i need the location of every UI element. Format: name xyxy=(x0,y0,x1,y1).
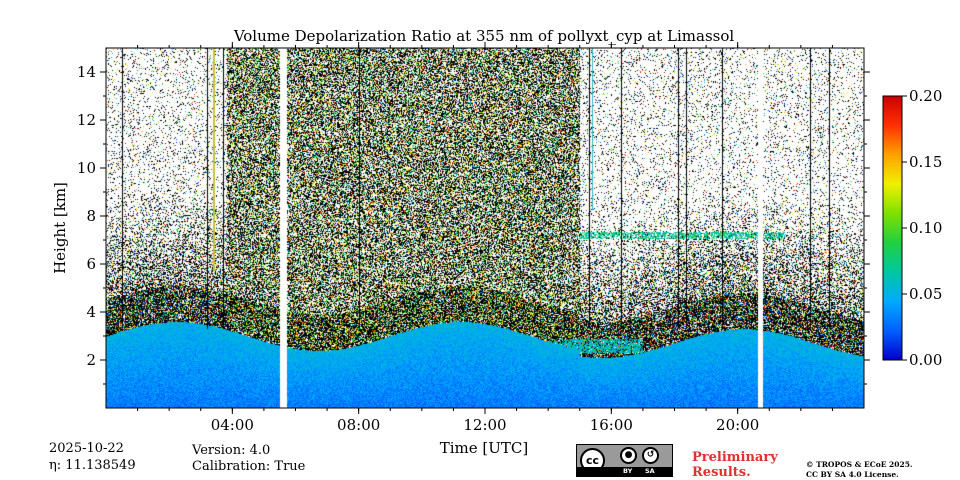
x-tick-label: 20:00 xyxy=(716,416,759,434)
sa-share-icon: ↺ xyxy=(642,447,659,464)
colorbar-tick-label: 0.10 xyxy=(909,219,942,237)
meta-eta: η: 11.138549 xyxy=(49,458,136,473)
badge-sa-label: SA xyxy=(645,467,655,475)
copyright-text: © TROPOS & ECoE 2025. xyxy=(806,460,913,469)
badge-by-label: BY xyxy=(623,467,633,475)
x-axis-ticks: 04:00 08:00 12:00 16:00 20:00 xyxy=(137,42,833,434)
meta-calibration: Calibration: True xyxy=(192,459,306,474)
colorbar-ticks: 0.00 0.05 0.10 0.15 0.20 xyxy=(902,87,942,369)
y-tick-label: 12 xyxy=(77,111,96,129)
colorbar-tick-label: 0.00 xyxy=(909,351,942,369)
colorbar-tick-label: 0.15 xyxy=(909,153,942,171)
colorbar xyxy=(882,95,903,361)
badge-bar xyxy=(577,467,672,476)
preliminary-label: Preliminary xyxy=(692,450,778,465)
x-axis-label: Time [UTC] xyxy=(440,439,529,457)
y-tick-label: 6 xyxy=(86,255,96,273)
y-tick-label: 8 xyxy=(86,207,96,225)
by-person-icon: ● xyxy=(620,447,637,464)
colorbar-tick-label: 0.20 xyxy=(909,87,942,105)
heatmap-image xyxy=(106,48,864,408)
x-tick-label: 08:00 xyxy=(337,416,380,434)
y-axis-label: Height [km] xyxy=(51,182,69,274)
y-tick-label: 4 xyxy=(86,303,96,321)
chart-title: Volume Depolarization Ratio at 355 nm of… xyxy=(233,27,735,45)
x-tick-label: 04:00 xyxy=(211,416,254,434)
license-text: CC BY SA 4.0 License. xyxy=(806,470,899,479)
y-tick-label: 2 xyxy=(86,351,96,369)
results-label: Results. xyxy=(692,465,751,480)
colorbar-tick-label: 0.05 xyxy=(909,285,942,303)
x-tick-label: 16:00 xyxy=(590,416,633,434)
x-tick-label: 12:00 xyxy=(463,416,506,434)
meta-version: Version: 4.0 xyxy=(192,443,271,458)
y-tick-label: 10 xyxy=(77,159,96,177)
y-axis-ticks: 2 4 6 8 10 12 14 xyxy=(77,63,870,385)
meta-date: 2025-10-22 xyxy=(49,441,124,456)
y-tick-label: 14 xyxy=(77,63,96,81)
cc-license-badge: cc ● ↺ BY SA xyxy=(576,444,673,477)
